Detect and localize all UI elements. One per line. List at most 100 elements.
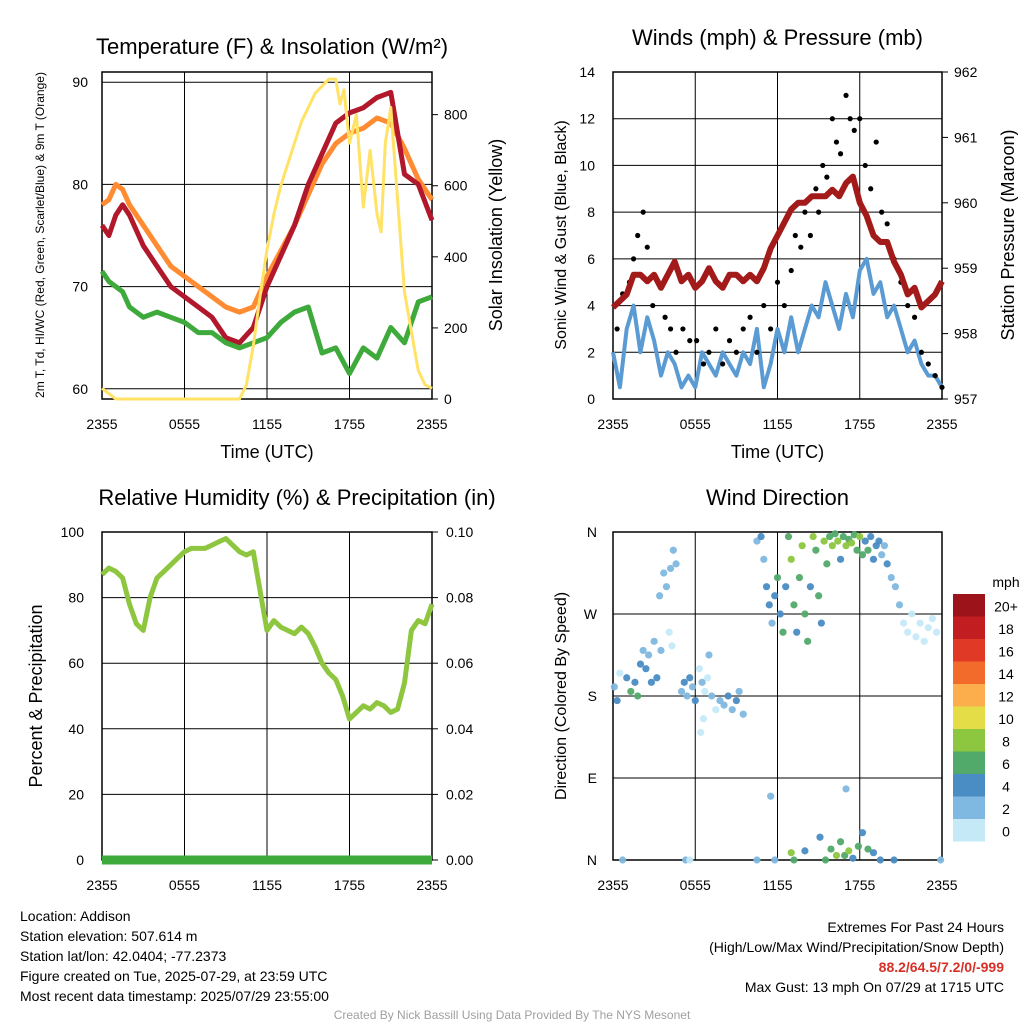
extremes-values: 88.2/64.5/7.2/0/-999: [878, 959, 1004, 975]
y-tick-label: W: [584, 606, 598, 622]
y2-tick-label: 800: [444, 107, 468, 123]
direction-point: [836, 838, 845, 846]
gust-point: [761, 302, 767, 309]
y2-tick-label: 0.08: [446, 590, 473, 606]
direction-point: [839, 532, 847, 541]
direction-point: [883, 560, 891, 568]
direction-point: [912, 633, 920, 641]
direction-point: [806, 583, 815, 591]
direction-point: [828, 542, 836, 550]
direction-point: [762, 583, 771, 591]
y-tick-label: 60: [72, 381, 88, 397]
x-tick-label: 2355: [926, 877, 957, 893]
gust-point: [873, 139, 879, 145]
direction-point: [666, 564, 675, 573]
gust-point: [687, 338, 693, 344]
direction-point: [793, 628, 801, 636]
gust-point: [837, 151, 844, 157]
gust-point: [820, 162, 826, 169]
orange-series-line: [100, 115, 435, 315]
x-tick-label: 2355: [597, 416, 628, 432]
colorbar-swatch: [953, 751, 985, 774]
direction-point: [703, 674, 712, 682]
y-tick-label: 8: [587, 204, 595, 220]
y-tick-label: 90: [72, 74, 88, 90]
credit-line: Created By Nick Bassill Using Data Provi…: [333, 1008, 691, 1022]
direction-point: [757, 532, 765, 541]
direction-point: [669, 546, 677, 554]
direction-point: [900, 619, 908, 627]
chart-title: Wind Direction: [706, 485, 849, 510]
direction-point: [920, 637, 928, 645]
direction-point: [932, 628, 941, 636]
direction-point: [732, 696, 740, 705]
direction-point: [853, 546, 861, 554]
gust-point: [614, 326, 620, 332]
colorbar-label: 20+: [994, 598, 1018, 614]
direction-point: [691, 696, 699, 705]
direction-point: [767, 792, 775, 800]
colorbar-swatch: [953, 796, 985, 819]
direction-point: [827, 845, 835, 853]
colorbar-swatch: [953, 729, 985, 752]
y-tick-label: 12: [579, 111, 595, 127]
gust-point: [843, 92, 849, 98]
x-tick-label: 1155: [762, 416, 792, 432]
y-tick-label: 60: [68, 655, 84, 671]
direction-point: [908, 610, 916, 618]
direction-point: [864, 845, 872, 853]
red-series-line: [99, 89, 435, 346]
direction-point: [672, 560, 680, 568]
gust-point: [905, 302, 911, 309]
direction-point: [817, 619, 825, 627]
direction-point: [891, 583, 899, 591]
direction-point: [686, 674, 694, 682]
x-tick-label: 0555: [680, 877, 711, 893]
direction-point: [631, 678, 639, 686]
gust-point: [816, 209, 822, 215]
station-location: Location: Addison: [20, 908, 131, 924]
y-tick-label: 80: [68, 590, 84, 606]
gust-point: [774, 279, 781, 285]
direction-point: [653, 674, 661, 682]
direction-point: [699, 715, 708, 723]
gust-point: [925, 361, 931, 367]
direction-point: [861, 537, 869, 545]
direction-point: [823, 560, 831, 568]
x-tick-label: 2355: [926, 416, 957, 432]
direction-point: [773, 573, 782, 582]
direction-point: [771, 856, 779, 864]
direction-point: [680, 678, 688, 686]
gust-point: [824, 174, 830, 180]
direction-point: [787, 849, 795, 857]
direction-point: [875, 537, 883, 545]
direction-point: [779, 628, 787, 636]
direction-point: [924, 624, 932, 632]
direction-point: [876, 856, 884, 864]
direction-point: [650, 637, 658, 645]
colorbar-label: 14: [998, 666, 1014, 682]
direction-point: [887, 573, 895, 582]
y-tick-label: 0: [587, 391, 595, 407]
direction-point: [864, 546, 872, 554]
gust-point: [829, 116, 835, 122]
direction-point: [869, 555, 878, 563]
direction-point: [880, 542, 889, 550]
direction-point: [610, 683, 618, 691]
station-info: Location: Addison Station elevation: 507…: [20, 906, 329, 1006]
x-tick-label: 2355: [416, 877, 447, 893]
direction-points: [610, 530, 945, 864]
direction-point: [816, 833, 824, 841]
direction-point: [804, 637, 812, 645]
extremes-legend: (High/Low/Max Wind/Precipitation/Snow De…: [709, 939, 1004, 955]
colorbar-label: 2: [1002, 801, 1010, 817]
direction-point: [858, 551, 867, 559]
gust-point: [918, 349, 925, 355]
gust-point: [700, 361, 707, 367]
y2-tick-label: 0.06: [446, 655, 473, 671]
direction-point: [720, 701, 728, 709]
direction-point: [695, 665, 703, 673]
gust-point: [720, 361, 726, 367]
direction-point: [627, 687, 635, 696]
gust-point: [726, 338, 733, 344]
